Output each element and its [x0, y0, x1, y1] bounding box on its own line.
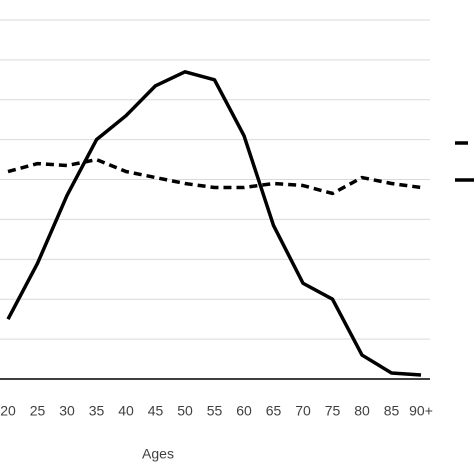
x-tick-label: 30: [59, 403, 75, 419]
x-tick-label: 35: [89, 403, 105, 419]
x-tick-label: 70: [295, 403, 311, 419]
x-tick-label: 80: [354, 403, 370, 419]
x-tick-label: 90+: [409, 403, 433, 419]
x-tick-label: 25: [30, 403, 46, 419]
x-tick-label: 60: [236, 403, 252, 419]
x-tick-label: 55: [207, 403, 223, 419]
x-axis-label: Ages: [142, 446, 174, 462]
series-line: [6, 70, 422, 377]
x-tick-label: 65: [266, 403, 282, 419]
x-tick-label: 85: [384, 403, 400, 419]
series-line: [7, 157, 422, 196]
x-tick-label: 40: [118, 403, 134, 419]
x-tick-label: 45: [148, 403, 164, 419]
x-tick-label: 75: [325, 403, 341, 419]
x-tick-label: 50: [177, 403, 193, 419]
x-tick-label: 20: [0, 403, 16, 419]
